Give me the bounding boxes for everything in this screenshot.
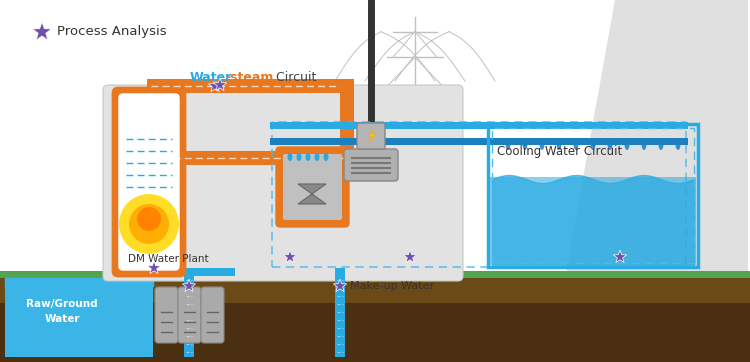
Ellipse shape <box>574 138 578 150</box>
Ellipse shape <box>323 153 328 161</box>
Ellipse shape <box>287 153 292 161</box>
Bar <box>488 124 698 267</box>
Polygon shape <box>284 250 297 263</box>
Bar <box>5 283 153 357</box>
Polygon shape <box>209 79 222 92</box>
Text: DM Water Plant: DM Water Plant <box>128 254 209 264</box>
Ellipse shape <box>676 138 680 150</box>
Bar <box>184 268 194 357</box>
Circle shape <box>137 207 161 231</box>
Ellipse shape <box>296 153 302 161</box>
Text: Water: Water <box>190 71 232 84</box>
Bar <box>270 138 688 145</box>
Bar <box>492 128 694 263</box>
Text: Water: Water <box>44 314 80 324</box>
Polygon shape <box>614 250 627 263</box>
Bar <box>490 177 696 265</box>
FancyBboxPatch shape <box>103 85 463 281</box>
Ellipse shape <box>305 153 310 161</box>
Text: Make-up Water: Make-up Water <box>350 281 434 291</box>
Bar <box>147 151 354 165</box>
Circle shape <box>129 204 169 244</box>
FancyBboxPatch shape <box>119 94 179 270</box>
FancyBboxPatch shape <box>357 123 385 149</box>
FancyBboxPatch shape <box>178 287 201 343</box>
Ellipse shape <box>590 138 596 150</box>
Polygon shape <box>298 184 326 204</box>
Bar <box>0 303 750 362</box>
FancyBboxPatch shape <box>283 154 342 220</box>
Bar <box>147 79 159 165</box>
Polygon shape <box>404 250 417 263</box>
Ellipse shape <box>556 138 562 150</box>
Bar <box>340 79 354 165</box>
Circle shape <box>119 194 179 254</box>
Bar <box>155 268 235 276</box>
Polygon shape <box>333 279 346 292</box>
FancyBboxPatch shape <box>344 149 398 181</box>
Ellipse shape <box>608 138 613 150</box>
Polygon shape <box>369 129 375 143</box>
Text: Cooling Water Circuit: Cooling Water Circuit <box>497 146 622 159</box>
Polygon shape <box>213 78 226 90</box>
Ellipse shape <box>523 138 527 150</box>
Text: Circuit: Circuit <box>272 71 316 84</box>
Text: Process Analysis: Process Analysis <box>57 25 166 38</box>
FancyBboxPatch shape <box>201 287 224 343</box>
Bar <box>335 268 345 357</box>
Polygon shape <box>147 261 160 274</box>
FancyBboxPatch shape <box>276 147 349 227</box>
Ellipse shape <box>539 138 544 150</box>
Text: -steam: -steam <box>225 71 273 84</box>
Bar <box>0 271 750 278</box>
Bar <box>147 79 340 93</box>
Polygon shape <box>182 279 196 292</box>
Text: Raw/Ground: Raw/Ground <box>26 299 98 309</box>
Ellipse shape <box>314 153 320 161</box>
Ellipse shape <box>625 138 629 150</box>
FancyBboxPatch shape <box>155 287 178 343</box>
Bar <box>270 122 688 129</box>
Bar <box>0 276 750 362</box>
Polygon shape <box>32 22 52 40</box>
Ellipse shape <box>658 138 664 150</box>
Ellipse shape <box>506 138 511 150</box>
Polygon shape <box>565 0 748 278</box>
FancyBboxPatch shape <box>113 88 185 276</box>
Ellipse shape <box>641 138 646 150</box>
